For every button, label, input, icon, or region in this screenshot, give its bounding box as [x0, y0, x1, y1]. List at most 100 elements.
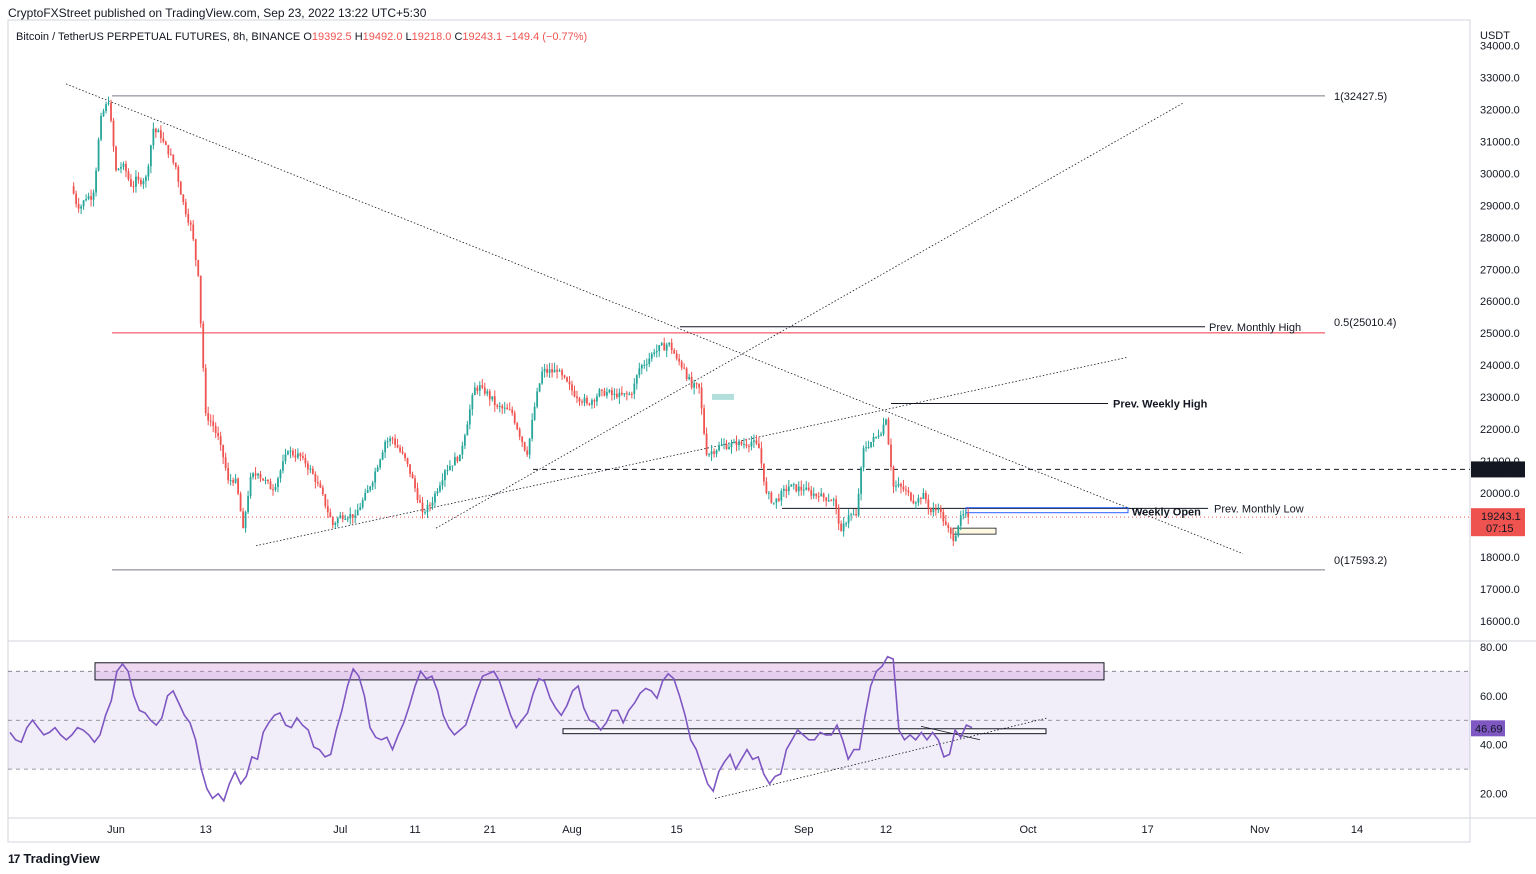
candles-group	[72, 96, 970, 547]
candle-body	[224, 457, 227, 469]
ascending-trendline	[435, 102, 1184, 529]
currency-label: USDT	[1480, 30, 1510, 42]
candle-body	[75, 193, 78, 205]
candle-body	[538, 383, 541, 392]
price-tick-label: 31000.0	[1480, 136, 1520, 148]
candle-body	[673, 350, 676, 354]
candle-body	[720, 445, 723, 447]
candle-body	[159, 130, 162, 139]
candle-body	[678, 358, 681, 362]
candle-body	[523, 442, 526, 451]
fib-1-label: 1(32427.5)	[1334, 91, 1387, 103]
candle-body	[531, 419, 534, 439]
candle-body	[292, 450, 294, 456]
candle-body	[204, 367, 207, 414]
candle-body	[80, 206, 83, 209]
candle-body	[496, 405, 499, 407]
candle-body	[775, 498, 778, 503]
candle-body	[242, 511, 244, 529]
candle-body	[326, 506, 329, 513]
candle-body	[765, 481, 768, 493]
candle-body	[695, 383, 698, 385]
last-price-value: 19243.1	[1481, 511, 1521, 523]
candle-body	[807, 487, 810, 491]
candle-body	[802, 489, 805, 491]
candle-body	[785, 488, 788, 492]
candle-body	[456, 457, 459, 462]
candle-body	[553, 369, 556, 373]
candle-body	[905, 489, 907, 491]
candle-body	[107, 103, 110, 105]
last-price-badge	[1471, 508, 1525, 537]
candle-body	[411, 473, 414, 479]
candle-body	[596, 396, 598, 402]
candle-body	[164, 141, 167, 145]
candle-body	[944, 521, 947, 525]
candle-body	[344, 519, 347, 521]
candle-body	[197, 260, 200, 276]
candle-body	[319, 483, 322, 488]
candle-body	[299, 453, 302, 457]
price-tick-label: 29000.0	[1480, 200, 1520, 212]
candle-body	[404, 453, 406, 459]
candle-body	[364, 492, 367, 501]
candle-body	[927, 499, 930, 509]
price-tick-label: 26000.0	[1480, 296, 1520, 308]
candle-body	[451, 465, 454, 467]
rsi-tick-label: 20.00	[1480, 789, 1508, 801]
candle-body	[187, 213, 190, 223]
candle-body	[294, 455, 297, 458]
candle-body	[949, 528, 952, 534]
candle-body	[767, 492, 770, 494]
candle-body	[790, 484, 793, 487]
candle-body	[254, 473, 257, 476]
candle-body	[850, 514, 853, 516]
candle-body	[688, 376, 691, 380]
candle-body	[199, 275, 202, 324]
candle-body	[578, 398, 581, 402]
candle-body	[929, 508, 932, 513]
candle-body	[772, 502, 775, 504]
candle-body	[780, 490, 783, 501]
price-tick-label: 33000.0	[1480, 73, 1520, 85]
candle-body	[287, 451, 289, 455]
ohlc-low: 19218.0	[411, 31, 452, 43]
candle-body	[279, 470, 282, 479]
candle-body	[177, 167, 180, 182]
candle-body	[416, 488, 419, 501]
candle-body	[700, 387, 703, 409]
candle-body	[194, 239, 197, 261]
candle-body	[309, 468, 312, 470]
candle-body	[493, 396, 496, 406]
candle-body	[934, 509, 937, 511]
candle-body	[872, 437, 875, 443]
candle-body	[877, 435, 880, 437]
ohlc-close: 19243.1	[462, 31, 503, 43]
candle-body	[718, 445, 720, 451]
candle-body	[526, 450, 529, 455]
candle-body	[237, 478, 240, 494]
candle-body	[419, 500, 421, 503]
candle-body	[606, 392, 608, 396]
candle-body	[329, 512, 332, 518]
prev-monthly-low-label: Prev. Monthly Low	[1214, 503, 1304, 515]
candle-body	[376, 467, 379, 472]
candle-body	[890, 444, 892, 467]
price-tick-label: 30000.0	[1480, 168, 1520, 180]
candle-body	[947, 524, 950, 529]
candle-body	[478, 385, 481, 391]
candle-body	[172, 154, 175, 163]
candle-body	[481, 385, 484, 388]
candle-body	[82, 200, 85, 207]
candle-body	[117, 168, 120, 171]
candle-body	[593, 400, 596, 402]
time-tick-label: 15	[671, 824, 683, 836]
candle-body	[122, 163, 125, 167]
candle-body	[643, 364, 646, 366]
candle-body	[267, 479, 269, 482]
rsi-value-badge	[1471, 720, 1505, 737]
candle-body	[130, 179, 132, 187]
candle-body	[468, 409, 471, 425]
tradingview-footer[interactable]: 17 TradingView	[8, 851, 100, 866]
